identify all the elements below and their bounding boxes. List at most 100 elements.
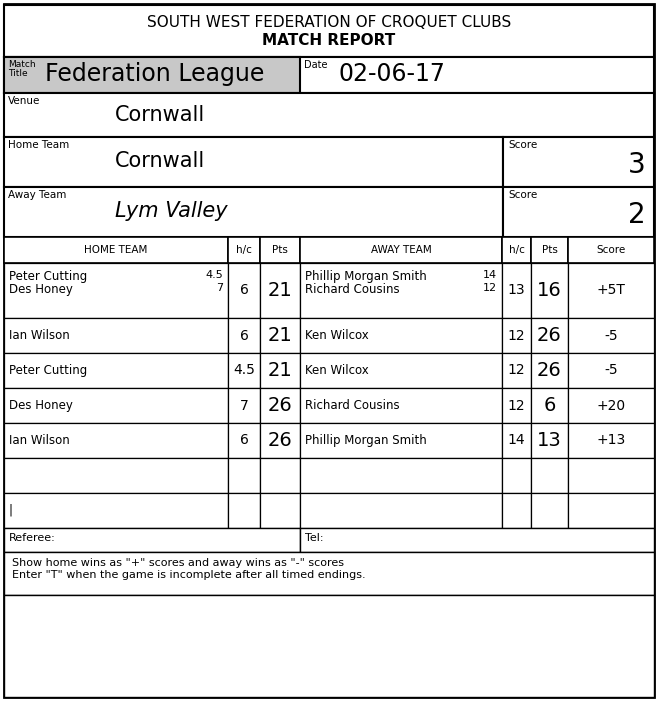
Text: 12: 12 (483, 283, 497, 293)
Text: 6: 6 (240, 433, 249, 447)
Bar (4, 318, 228, 353)
Bar (4, 237, 228, 263)
Bar (260, 388, 300, 423)
Text: 26: 26 (537, 326, 562, 345)
Text: Pts: Pts (272, 245, 288, 255)
Bar (4, 263, 228, 318)
Bar (260, 493, 300, 528)
Bar (502, 353, 531, 388)
Text: Match: Match (8, 60, 36, 69)
Bar (4, 423, 228, 458)
Text: 13: 13 (508, 283, 525, 297)
Bar (260, 423, 300, 458)
Text: 16: 16 (537, 281, 562, 300)
Text: 02-06-17: 02-06-17 (338, 62, 445, 86)
Bar (568, 353, 654, 388)
Text: 21: 21 (268, 326, 292, 345)
Text: AWAY TEAM: AWAY TEAM (370, 245, 432, 255)
Text: Pts: Pts (542, 245, 557, 255)
Text: Cornwall: Cornwall (115, 151, 205, 171)
Text: HOME TEAM: HOME TEAM (84, 245, 147, 255)
Bar (568, 237, 654, 263)
Text: +13: +13 (596, 433, 626, 447)
Bar (502, 263, 531, 318)
Bar (568, 263, 654, 318)
Bar (300, 237, 502, 263)
Bar (502, 388, 531, 423)
Text: Federation League: Federation League (45, 62, 265, 86)
Bar (260, 237, 300, 263)
Bar (4, 187, 503, 237)
Text: Richard Cousins: Richard Cousins (305, 399, 399, 412)
Text: 12: 12 (508, 329, 525, 343)
Text: 7: 7 (240, 398, 248, 412)
Text: 3: 3 (628, 151, 646, 179)
Text: 6: 6 (240, 283, 249, 297)
Bar (300, 318, 502, 353)
Bar (228, 388, 260, 423)
Text: Ian Wilson: Ian Wilson (9, 329, 70, 342)
Bar (531, 423, 568, 458)
Text: 2: 2 (628, 201, 646, 229)
Text: Home Team: Home Team (8, 140, 69, 150)
Text: Phillip Morgan Smith: Phillip Morgan Smith (305, 434, 427, 447)
Text: 4.5: 4.5 (205, 270, 223, 280)
Text: Tel:: Tel: (305, 533, 324, 543)
Text: Date: Date (304, 60, 328, 70)
Bar (502, 423, 531, 458)
Text: Title: Title (8, 69, 28, 78)
Bar (228, 493, 260, 528)
Text: 12: 12 (508, 364, 525, 378)
Text: Richard Cousins: Richard Cousins (305, 283, 399, 296)
Text: h/c: h/c (509, 245, 524, 255)
Bar (228, 423, 260, 458)
Bar (4, 57, 654, 93)
Bar (568, 423, 654, 458)
Text: Ian Wilson: Ian Wilson (9, 434, 70, 447)
Text: Ken Wilcox: Ken Wilcox (305, 364, 368, 377)
Bar (300, 493, 502, 528)
Text: 26: 26 (268, 431, 292, 450)
Bar (300, 458, 502, 493)
Bar (502, 237, 531, 263)
Text: Show home wins as "+" scores and away wins as "-" scores
Enter "T" when the game: Show home wins as "+" scores and away wi… (12, 558, 366, 580)
Bar (502, 318, 531, 353)
Text: Cornwall: Cornwall (115, 105, 205, 125)
Bar (228, 318, 260, 353)
Text: Score: Score (596, 245, 626, 255)
Bar (300, 353, 502, 388)
Bar (260, 353, 300, 388)
Text: 12: 12 (508, 398, 525, 412)
Text: MATCH REPORT: MATCH REPORT (263, 33, 395, 48)
Text: Score: Score (508, 190, 537, 200)
Text: SOUTH WEST FEDERATION OF CROQUET CLUBS: SOUTH WEST FEDERATION OF CROQUET CLUBS (147, 15, 511, 30)
Bar (4, 93, 654, 137)
Text: 14: 14 (483, 270, 497, 280)
Text: Des Honey: Des Honey (9, 283, 73, 296)
Bar (531, 353, 568, 388)
Bar (568, 458, 654, 493)
Text: Phillip Morgan Smith: Phillip Morgan Smith (305, 270, 427, 283)
Bar (531, 493, 568, 528)
Bar (4, 595, 654, 697)
Bar (568, 493, 654, 528)
Text: |: | (9, 504, 13, 517)
Text: Referee:: Referee: (9, 533, 56, 543)
Bar (531, 318, 568, 353)
Text: 26: 26 (537, 361, 562, 380)
Text: 14: 14 (508, 433, 525, 447)
Bar (4, 458, 228, 493)
Text: 21: 21 (268, 281, 292, 300)
Bar (502, 458, 531, 493)
Bar (531, 458, 568, 493)
Bar (568, 388, 654, 423)
Bar (4, 5, 654, 57)
Text: 7: 7 (216, 283, 223, 293)
Bar (531, 388, 568, 423)
Bar (228, 353, 260, 388)
Text: 21: 21 (268, 361, 292, 380)
Bar (4, 57, 300, 93)
Text: +5T: +5T (597, 283, 626, 297)
Bar (4, 137, 503, 187)
Text: 13: 13 (537, 431, 562, 450)
